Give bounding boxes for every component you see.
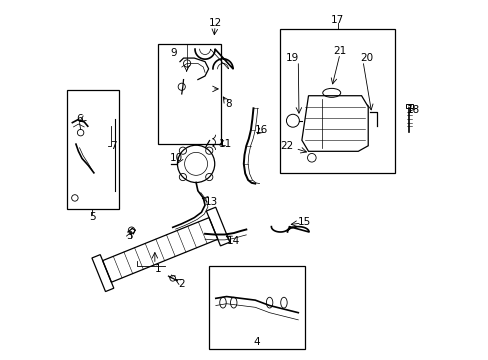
Text: 2: 2 xyxy=(178,279,184,289)
Text: 22: 22 xyxy=(280,141,293,151)
Text: 14: 14 xyxy=(226,236,239,246)
Text: 18: 18 xyxy=(406,105,419,115)
Text: 19: 19 xyxy=(285,53,299,63)
Text: 6: 6 xyxy=(76,114,82,124)
Bar xyxy=(208,266,305,348)
Text: 11: 11 xyxy=(219,139,232,149)
Text: 17: 17 xyxy=(330,15,344,26)
Text: 3: 3 xyxy=(125,231,132,241)
Text: 15: 15 xyxy=(298,217,311,227)
Bar xyxy=(67,90,119,209)
Text: 16: 16 xyxy=(255,125,268,135)
Text: 1: 1 xyxy=(155,264,162,274)
Bar xyxy=(158,44,221,144)
Text: 5: 5 xyxy=(89,212,95,221)
Text: 20: 20 xyxy=(359,53,372,63)
Text: 10: 10 xyxy=(169,153,183,163)
Text: 7: 7 xyxy=(110,141,117,151)
Text: 9: 9 xyxy=(170,48,177,58)
Text: 12: 12 xyxy=(208,18,221,28)
Bar xyxy=(405,104,412,108)
Text: 13: 13 xyxy=(204,197,218,207)
Bar xyxy=(280,30,394,173)
Text: 4: 4 xyxy=(253,337,260,347)
Text: 8: 8 xyxy=(225,99,232,109)
Text: 21: 21 xyxy=(333,46,346,56)
